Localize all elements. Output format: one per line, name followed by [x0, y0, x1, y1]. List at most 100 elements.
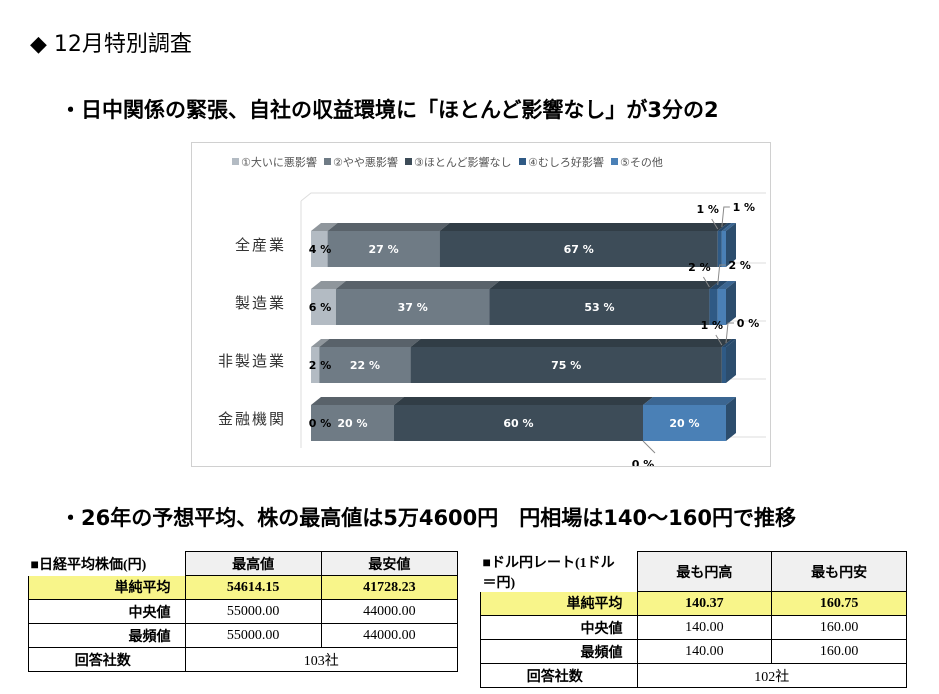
row-label: 最頻値 — [28, 623, 185, 648]
table-row: 最頻値 55000.00 44000.00 — [28, 623, 459, 648]
column-header: 最高値 — [184, 551, 322, 576]
bar-segment — [410, 347, 722, 383]
bar-segment-top — [717, 281, 736, 289]
legend-swatch — [611, 158, 618, 165]
legend-label: ②やや悪影響 — [333, 155, 398, 169]
table-cell: 102社 — [636, 663, 907, 688]
data-label: 6 % — [309, 301, 332, 314]
row-label: 最頻値 — [480, 639, 637, 664]
row-label: 単純平均 — [480, 591, 637, 616]
category-label: 製造業 — [235, 294, 286, 312]
bar-segment — [311, 231, 328, 267]
data-label: 1 % — [701, 319, 724, 332]
bar-segment — [394, 405, 643, 441]
data-label: 0 % — [309, 417, 332, 430]
bar-segment — [717, 231, 722, 267]
legend-swatch — [232, 158, 239, 165]
leader-line — [711, 218, 719, 230]
bar-segment-top — [643, 397, 736, 405]
grid-line — [300, 192, 766, 202]
bar-segment-top — [410, 339, 732, 347]
bar-segment — [721, 231, 726, 267]
table-cell: 140.00 — [636, 639, 773, 664]
data-label: 53 % — [584, 301, 614, 314]
data-label: 75 % — [551, 359, 581, 372]
data-label: 2 % — [309, 359, 332, 372]
bar-segment — [489, 289, 710, 325]
data-label: 2 % — [688, 261, 711, 274]
table-row: 最頻値 140.00 160.00 — [480, 639, 907, 664]
table-cell: 54614.15 — [184, 575, 322, 600]
bar-segment-top — [335, 281, 500, 289]
table-row: 中央値 55000.00 44000.00 — [28, 599, 459, 624]
bar-segment-top — [489, 281, 720, 289]
bar-segment-top — [394, 397, 653, 405]
heading-forecast: ・26年の予想平均、株の最高値は5万4600円 円相場は140～160円で推移 — [60, 506, 796, 530]
bar-segment-top — [311, 397, 404, 405]
table-cell: 160.00 — [771, 615, 907, 640]
column-header: 最も円安 — [771, 551, 907, 592]
column-header: 最安値 — [320, 551, 459, 576]
leader-line — [642, 440, 656, 454]
data-label: 20 % — [669, 417, 699, 430]
table-cell: 160.75 — [771, 591, 907, 616]
column-header: 最も円高 — [636, 551, 773, 592]
leader-line — [725, 322, 734, 344]
row-label: 単純平均 — [28, 575, 185, 600]
data-label: 37 % — [398, 301, 428, 314]
bar-segment — [439, 231, 718, 267]
bar-segment — [335, 289, 490, 325]
bar-side — [726, 397, 736, 441]
category-label: 金融機関 — [218, 410, 286, 428]
legend-label: ③ほとんど影響なし — [414, 155, 512, 169]
bar-segment — [643, 405, 726, 441]
bar-segment-top — [721, 223, 736, 231]
bar-segment — [311, 405, 394, 441]
table-cell: 55000.00 — [184, 623, 322, 648]
table-title: ■日経平均株価(円) — [30, 557, 147, 573]
nikkei-table: ■日経平均株価(円) 最高値 最安値 単純平均 54614.15 41728.23 中央値 5… — [28, 551, 459, 672]
table-row: 回答社数 102社 — [480, 663, 907, 688]
data-label: 27 % — [369, 243, 399, 256]
bar-segment-top — [327, 223, 450, 231]
bar-segment-top — [311, 281, 346, 289]
table-cell: 140.00 — [636, 615, 773, 640]
legend-label: ⑤その他 — [620, 156, 663, 169]
table-cell: 55000.00 — [184, 599, 322, 624]
bar-segment-top — [709, 281, 728, 289]
bar-segment — [709, 289, 718, 325]
data-label: 60 % — [503, 417, 533, 430]
bar-segment-top — [717, 223, 732, 231]
bar-side — [726, 339, 736, 383]
row-label: 回答社数 — [480, 663, 637, 688]
bar-segment — [327, 231, 440, 267]
legend-label: ①大いに悪影響 — [241, 155, 317, 169]
bar-segment-top — [439, 223, 728, 231]
bar-segment — [311, 289, 336, 325]
data-label: 22 % — [350, 359, 380, 372]
heading-china-tension: ・日中関係の緊張、自社の収益環境に「ほとんど影響なし」が3分の2 — [60, 98, 719, 122]
data-label: 20 % — [337, 417, 367, 430]
legend-swatch — [519, 158, 526, 165]
bar-segment — [311, 347, 320, 383]
row-label: 中央値 — [28, 599, 185, 624]
table-title: ■ドル円レート(1ドル＝円) — [482, 555, 615, 591]
table-cell: 160.00 — [771, 639, 907, 664]
table-cell: 44000.00 — [320, 599, 459, 624]
leader-line — [715, 334, 723, 346]
data-label: 1 % — [733, 201, 756, 214]
table-row: 単純平均 54614.15 41728.23 — [28, 575, 459, 600]
legend-swatch — [405, 158, 412, 165]
page-title: ◆ 12月特別調査 — [30, 32, 192, 57]
legend-swatch — [324, 158, 331, 165]
data-label: 4 % — [309, 243, 332, 256]
bar-segment-top — [311, 339, 330, 347]
category-label: 非製造業 — [218, 352, 286, 370]
bar-segment-top — [721, 339, 736, 347]
bar-side — [726, 281, 736, 325]
bar-segment-top — [319, 339, 421, 347]
data-label: 67 % — [564, 243, 594, 256]
leader-line — [717, 264, 726, 286]
legend-label: ④むしろ好影響 — [528, 155, 604, 169]
